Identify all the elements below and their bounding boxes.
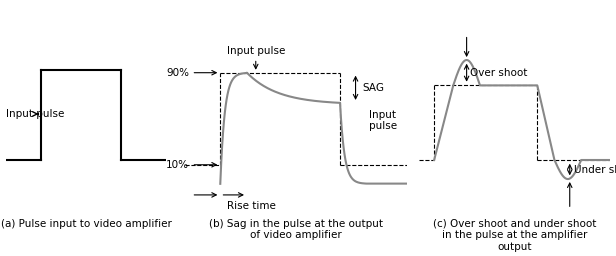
Text: Under shoot: Under shoot (573, 165, 616, 175)
Text: (a) Pulse input to video amplifier: (a) Pulse input to video amplifier (1, 219, 172, 229)
Text: (b) Sag in the pulse at the output
of video amplifier: (b) Sag in the pulse at the output of vi… (209, 219, 383, 240)
Text: Input pulse: Input pulse (227, 46, 285, 69)
Text: SAG: SAG (362, 83, 384, 93)
Text: Rise time: Rise time (227, 201, 276, 211)
Text: 90%: 90% (166, 68, 189, 78)
Text: (c) Over shoot and under shoot
in the pulse at the amplifier
output: (c) Over shoot and under shoot in the pu… (432, 219, 596, 252)
Text: Input
pulse: Input pulse (369, 110, 397, 131)
Text: Over shoot: Over shoot (471, 68, 528, 78)
Text: Input pulse: Input pulse (6, 109, 65, 119)
Text: 10%: 10% (166, 160, 189, 170)
